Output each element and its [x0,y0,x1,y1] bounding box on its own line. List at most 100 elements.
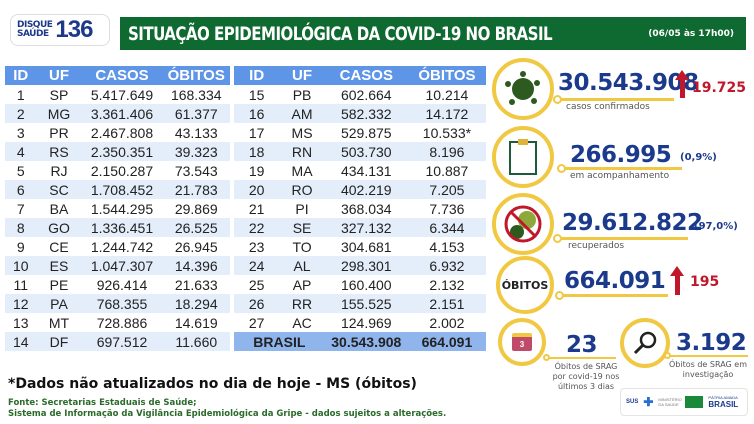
source-line-2: Sistema de Informação da Vigilância Epid… [8,409,447,419]
clipboard-icon [492,126,554,188]
sus-logo: SUS [626,399,639,405]
table-row: 10 ES 1.047.307 14.396 [5,256,230,275]
table-cell: 7.205 [407,180,486,199]
table-row: 7 BA 1.544.295 29.869 [5,199,230,218]
table-cell: 14.619 [174,314,218,331]
table-cell: 14.172 [407,104,486,123]
recovered-value: 29.612.822 [562,210,703,236]
dot [553,95,562,104]
table-cell: 582.332 [324,104,408,123]
table-cell: PB [292,86,312,103]
dot [543,354,550,361]
divider [562,167,682,170]
table-cell: AP [292,276,312,293]
table-cell: 26.945 [174,238,218,255]
investigation-value: 3.192 [676,330,747,356]
table-cell: 21.633 [174,276,218,293]
table-row: 26 RR 155.525 2.151 [234,294,486,313]
no-virus-icon [492,193,554,255]
table-cell: 2.467.808 [90,124,154,141]
table-row: 17 MS 529.875 10.533* [234,123,486,142]
table-cell: 926.414 [96,276,148,293]
column-header: UF [279,66,325,85]
table-row: 1 SP 5.417.649 168.334 [5,85,230,104]
calendar-icon: 3 [498,318,546,366]
table-cell: 1.544.295 [90,200,154,217]
confirmed-delta: 19.725 [692,80,747,96]
up-arrow-stem [680,79,685,98]
divider [558,237,688,240]
table-cell: 14 [5,332,37,351]
table-cell: 26 [234,294,280,313]
logo-number: 136 [55,16,93,43]
table-cell: 1 [16,86,25,103]
cross-icon: ✚ [643,395,654,409]
table-cell: 13 [12,314,29,331]
table-cell: 16 [234,104,280,123]
table-cell: 160.400 [340,276,392,293]
table-header: ID UF CASOS ÓBITOS [5,66,230,85]
column-header: CASOS [81,66,163,85]
table-row: 2 MG 3.361.406 61.377 [5,104,230,123]
table-cell: 1.244.742 [90,238,154,255]
table-cell: 10 [5,256,37,275]
table-cell: 14.396 [162,256,230,275]
column-header: ID [5,66,37,85]
dot [553,234,562,243]
table-cell: AM [279,104,325,123]
table-cell: 402.219 [324,180,408,199]
total-casos: 30.543.908 [324,332,408,351]
table-cell: 7.736 [429,200,465,217]
table-cell: 368.034 [340,200,392,217]
table-cell: RN [279,142,325,161]
table-cell: 8 [5,218,37,237]
table-cell: GO [36,218,82,237]
table-cell: AL [279,256,325,275]
table-row: 25 AP 160.400 2.132 [234,275,486,294]
up-arrow-icon [675,70,689,80]
monitoring-label: em acompanhamento [570,171,670,181]
calendar-day: 3 [512,333,532,351]
column-header: UF [36,66,82,85]
table-row: 20 RO 402.219 7.205 [234,180,486,199]
table-cell: PE [49,276,69,293]
recovered-label: recuperados [568,241,625,251]
table-cell: 23 [248,238,265,255]
table-row: 24 AL 298.301 6.932 [234,256,486,275]
table-cell: 4.153 [429,238,465,255]
table-row: 8 GO 1.336.451 26.525 [5,218,230,237]
srag-label: Óbitos de SRAG por covid-19 nos últimos … [552,362,620,391]
government-logos: SUS ✚ MINISTÉRIO DA SAÚDE PÁTRIA AMADA BR… [620,388,748,416]
table-cell: 2 [5,104,37,123]
table-cell: 39.323 [162,142,230,161]
table-cell: 27 [248,314,265,331]
table-cell: 21 [248,200,265,217]
table-cell: 3 [16,124,25,141]
column-header: ID [234,66,280,85]
table-cell: 2.151 [407,294,486,313]
table-cell: 1.047.307 [81,256,163,275]
table-cell: 5 [16,162,25,179]
table-cell: 15 [248,86,265,103]
logo-top: DISQUE [17,20,53,30]
column-header: ÓBITOS [407,66,486,85]
recovered-pct: (97,0%) [694,221,738,232]
table-cell: 11.660 [162,332,230,351]
table-cell: SP [49,86,69,103]
table-cell: 20 [234,180,280,199]
table-cell: 10.533* [422,124,472,141]
table-cell: 768.355 [81,294,163,313]
table-cell: 6.932 [407,256,486,275]
table-cell: CE [49,238,69,255]
table-cell: 155.525 [324,294,408,313]
table-cell: 12 [5,294,37,313]
column-header: ÓBITOS [162,66,230,85]
divider [560,294,668,297]
table-row: 9 CE 1.244.742 26.945 [5,237,230,256]
divider [558,98,674,101]
table-cell: 728.886 [96,314,148,331]
confirmed-label: casos confirmados [566,102,650,112]
table-cell: 21.783 [162,180,230,199]
title-banner: SITUAÇÃO EPIDEMIOLÓGICA DA COVID-19 NO B… [120,17,746,50]
table-row: 21 PI 368.034 7.736 [234,199,486,218]
